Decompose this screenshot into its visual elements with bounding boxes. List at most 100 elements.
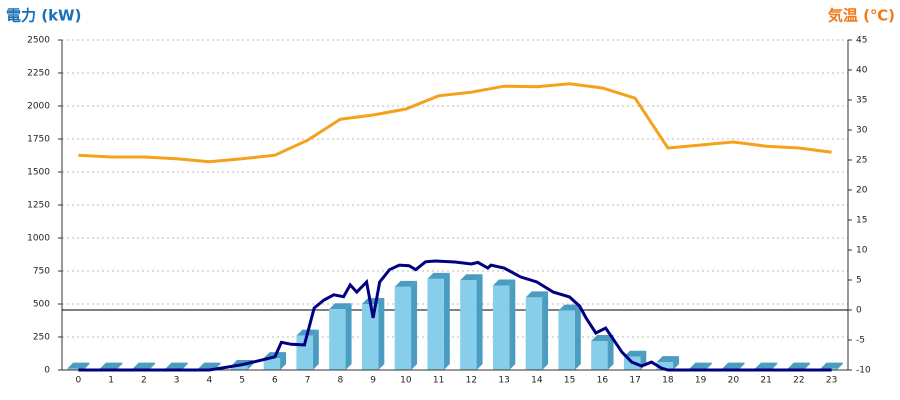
x-tick-label: 11 <box>433 376 444 386</box>
bar-top <box>525 291 549 298</box>
x-tick-label: 16 <box>597 376 609 386</box>
bar-top <box>361 298 385 304</box>
bar <box>460 280 477 370</box>
bar <box>656 362 674 370</box>
x-tick-label: 8 <box>338 376 344 386</box>
line <box>78 82 832 164</box>
y2-axis-title: 気温 (℃) <box>828 7 895 25</box>
x-tick-label: 23 <box>826 376 837 386</box>
bar-side <box>836 362 843 370</box>
bar-side <box>607 334 614 370</box>
bar-top <box>198 362 221 369</box>
bar-side <box>181 362 188 370</box>
bar-side <box>312 329 319 370</box>
y2-tick-label: -10 <box>856 366 871 376</box>
x-tick-label: 14 <box>531 376 543 386</box>
x-tick-label: 21 <box>760 376 771 386</box>
bar-top <box>558 304 581 311</box>
y-tick-label: 2250 <box>27 69 50 79</box>
y-tick-label: 1250 <box>27 201 50 211</box>
bar <box>492 285 510 370</box>
bar-side <box>542 291 549 370</box>
bar-side <box>804 362 811 370</box>
bar <box>361 304 379 370</box>
x-tick-label: 15 <box>564 376 575 386</box>
x-tick-label: 9 <box>370 376 376 386</box>
bar-top <box>689 362 712 369</box>
x-tick-label: 12 <box>466 376 477 386</box>
x-tick-label: 20 <box>728 376 740 386</box>
x-tick-label: 22 <box>793 376 804 386</box>
bar-side <box>280 352 287 370</box>
bar-side <box>738 362 745 370</box>
y-axis-title: 電力 (kW) <box>6 7 81 25</box>
bar-top <box>820 362 843 369</box>
bar <box>230 366 248 370</box>
y2-tick-label: 25 <box>856 156 867 166</box>
bar <box>394 286 412 370</box>
bar-top <box>787 362 811 369</box>
bar-top <box>722 362 745 369</box>
y2-tick-label: 5 <box>856 276 862 286</box>
y2-tick-label: 10 <box>856 246 868 256</box>
bar <box>525 297 543 370</box>
bar <box>558 310 575 370</box>
x-tick-label: 4 <box>207 376 213 386</box>
x-tick-label: 7 <box>305 376 311 386</box>
bar-top <box>492 279 516 286</box>
bar-top <box>754 362 778 369</box>
bar <box>263 358 281 370</box>
bar-side <box>771 362 778 370</box>
y2-tick-label: 35 <box>856 96 867 106</box>
bar-side <box>116 362 123 370</box>
bar-top <box>99 362 123 369</box>
y-tick-label: 1000 <box>27 234 50 244</box>
bar-side <box>411 280 418 370</box>
bar-top <box>656 356 680 363</box>
y-tick-label: 1750 <box>27 135 50 145</box>
bar-top <box>623 350 647 357</box>
y2-tick-label: 30 <box>856 126 868 136</box>
y-tick-label: 1500 <box>27 168 50 178</box>
y-tick-label: 250 <box>33 333 50 343</box>
bar-top <box>591 334 614 341</box>
y2-tick-label: -5 <box>856 336 865 346</box>
bar-side <box>509 279 516 370</box>
bar-top <box>329 303 352 310</box>
bar-side <box>83 362 90 370</box>
bar-side <box>705 362 712 370</box>
y2-tick-label: 45 <box>856 36 867 46</box>
y2-tick-label: 20 <box>856 186 868 196</box>
bar-side <box>378 298 385 370</box>
bar-top <box>165 362 188 369</box>
bar-top <box>132 362 156 369</box>
x-tick-label: 18 <box>662 376 674 386</box>
x-tick-label: 10 <box>400 376 412 386</box>
bar-top <box>394 280 418 287</box>
x-tick-label: 17 <box>629 376 640 386</box>
bar <box>329 309 346 370</box>
bar <box>67 368 84 370</box>
y-tick-label: 500 <box>33 300 50 310</box>
bar-side <box>574 304 581 370</box>
bar-top <box>67 362 90 369</box>
x-tick-label: 19 <box>695 376 707 386</box>
bar <box>591 340 608 370</box>
line <box>78 259 832 372</box>
y2-tick-label: 15 <box>856 216 867 226</box>
bar-side <box>673 356 680 370</box>
x-tick-label: 2 <box>141 376 147 386</box>
bar <box>427 278 444 370</box>
bar-top <box>460 274 483 281</box>
y-tick-label: 0 <box>44 366 50 376</box>
bar-top <box>427 272 450 279</box>
y-tick-label: 750 <box>33 267 50 277</box>
bar-side <box>345 303 352 370</box>
y-tick-label: 2500 <box>27 36 50 46</box>
y-tick-label: 2000 <box>27 102 50 112</box>
bar-side <box>149 362 156 370</box>
y2-tick-label: 40 <box>856 66 868 76</box>
bar-side <box>476 274 483 370</box>
x-tick-label: 5 <box>239 376 245 386</box>
